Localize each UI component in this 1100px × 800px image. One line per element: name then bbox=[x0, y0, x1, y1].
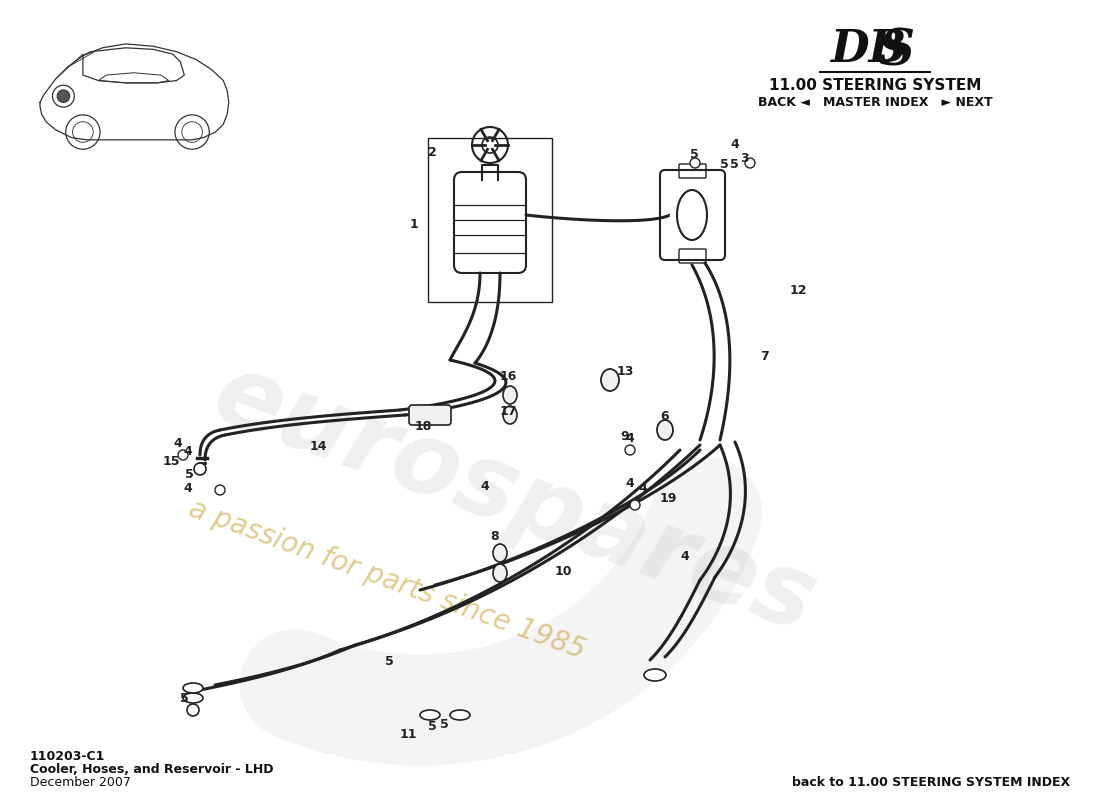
Text: 5: 5 bbox=[180, 692, 189, 705]
Ellipse shape bbox=[493, 544, 507, 562]
Circle shape bbox=[630, 500, 640, 510]
Text: 11.00 STEERING SYSTEM: 11.00 STEERING SYSTEM bbox=[769, 78, 981, 93]
Ellipse shape bbox=[503, 386, 517, 404]
Circle shape bbox=[625, 445, 635, 455]
Ellipse shape bbox=[420, 710, 440, 720]
Text: 11: 11 bbox=[400, 728, 418, 741]
Text: 14: 14 bbox=[310, 440, 328, 453]
Text: 5: 5 bbox=[690, 149, 698, 162]
Text: 12: 12 bbox=[790, 283, 807, 297]
Text: 5: 5 bbox=[730, 158, 739, 171]
Circle shape bbox=[745, 158, 755, 168]
Text: 5: 5 bbox=[440, 718, 449, 731]
Ellipse shape bbox=[601, 369, 619, 391]
Text: 5: 5 bbox=[720, 158, 728, 171]
Ellipse shape bbox=[503, 406, 517, 424]
Text: DB: DB bbox=[830, 28, 906, 71]
Text: 5: 5 bbox=[385, 655, 394, 668]
Polygon shape bbox=[670, 190, 680, 250]
Text: 4: 4 bbox=[183, 482, 191, 495]
Ellipse shape bbox=[644, 669, 666, 681]
Text: December 2007: December 2007 bbox=[30, 776, 131, 789]
Text: 1: 1 bbox=[409, 218, 418, 231]
Text: 4: 4 bbox=[173, 437, 182, 450]
Ellipse shape bbox=[183, 693, 204, 703]
Text: 6: 6 bbox=[660, 410, 669, 423]
Text: 4: 4 bbox=[730, 138, 739, 151]
Text: 18: 18 bbox=[415, 420, 432, 433]
Circle shape bbox=[178, 450, 188, 460]
Text: 16: 16 bbox=[500, 370, 517, 383]
Ellipse shape bbox=[450, 710, 470, 720]
Text: a passion for parts since 1985: a passion for parts since 1985 bbox=[185, 495, 588, 665]
Text: 9: 9 bbox=[620, 430, 628, 443]
Ellipse shape bbox=[657, 420, 673, 440]
Text: back to 11.00 STEERING SYSTEM INDEX: back to 11.00 STEERING SYSTEM INDEX bbox=[792, 776, 1070, 789]
Text: 10: 10 bbox=[556, 565, 572, 578]
Text: 4: 4 bbox=[183, 445, 191, 458]
Ellipse shape bbox=[183, 683, 204, 693]
Text: 19: 19 bbox=[660, 492, 678, 505]
Text: 5: 5 bbox=[428, 720, 437, 733]
Text: 17: 17 bbox=[500, 405, 517, 418]
Circle shape bbox=[187, 704, 199, 716]
Circle shape bbox=[57, 90, 69, 102]
Text: 4: 4 bbox=[625, 432, 634, 445]
Text: BACK ◄   MASTER INDEX   ► NEXT: BACK ◄ MASTER INDEX ► NEXT bbox=[758, 96, 992, 109]
Circle shape bbox=[194, 463, 206, 475]
Text: 8: 8 bbox=[490, 530, 498, 543]
Text: 4: 4 bbox=[680, 550, 689, 563]
Text: 2: 2 bbox=[428, 146, 437, 159]
Circle shape bbox=[214, 485, 225, 495]
Text: 4: 4 bbox=[625, 477, 634, 490]
FancyBboxPatch shape bbox=[409, 405, 451, 425]
Text: 110203-C1: 110203-C1 bbox=[30, 750, 106, 763]
Text: 5: 5 bbox=[185, 468, 194, 481]
Text: 13: 13 bbox=[617, 365, 635, 378]
Ellipse shape bbox=[493, 564, 507, 582]
Text: Cooler, Hoses, and Reservoir - LHD: Cooler, Hoses, and Reservoir - LHD bbox=[30, 763, 274, 776]
Text: 15: 15 bbox=[163, 455, 180, 468]
Text: 3: 3 bbox=[740, 151, 749, 165]
Text: S: S bbox=[878, 28, 914, 77]
Text: 4: 4 bbox=[480, 480, 488, 493]
Text: 7: 7 bbox=[760, 350, 769, 363]
Circle shape bbox=[690, 158, 700, 168]
Text: eurospares: eurospares bbox=[200, 346, 827, 654]
Text: 4: 4 bbox=[638, 482, 647, 495]
